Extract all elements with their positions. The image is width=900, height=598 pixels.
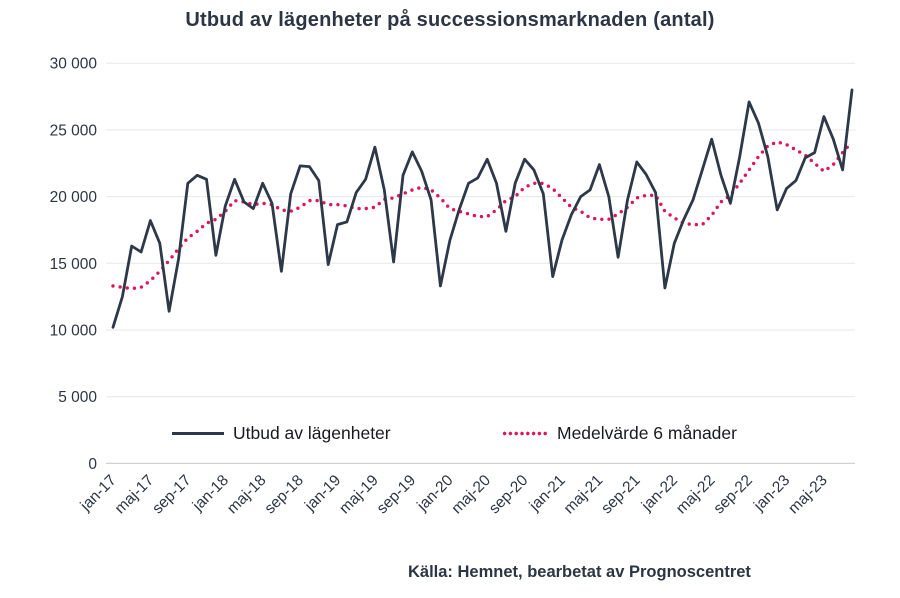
source-caption: Källa: Hemnet, bearbetat av Prognoscentr…: [408, 563, 751, 581]
x-axis-tick-label: maj-17: [112, 472, 158, 518]
x-axis-tick-label: jan-21: [526, 472, 569, 515]
x-axis-tick-label: sep-17: [149, 472, 195, 518]
y-axis-tick-label: 5 000: [58, 389, 97, 406]
x-axis-tick-label: sep-19: [374, 472, 420, 518]
y-axis-tick-label: 10 000: [50, 323, 98, 340]
x-axis-tick-label: maj-19: [336, 472, 382, 518]
x-axis-tick-label: jan-23: [750, 472, 793, 515]
x-axis-tick-label: jan-18: [189, 472, 232, 515]
legend-item-supply: Utbud av lägenheter: [172, 421, 391, 445]
x-axis-tick-label: sep-20: [486, 472, 532, 518]
x-axis-tick-label: sep-21: [598, 472, 644, 518]
x-axis-tick-label: maj-23: [785, 472, 831, 518]
y-axis-tick-label: 15 000: [50, 256, 98, 273]
x-axis-tick-label: jan-22: [638, 472, 681, 515]
utbud-line: [111, 88, 854, 329]
x-axis-labels: jan-17maj-17sep-17jan-18maj-18sep-18jan-…: [77, 472, 831, 518]
y-axis-tick-label: 25 000: [50, 122, 98, 139]
x-axis-tick-label: maj-21: [561, 472, 607, 518]
x-axis-tick-label: maj-18: [224, 472, 270, 518]
y-axis-tick-label: 30 000: [50, 56, 98, 73]
y-axis-tick-label: 0: [88, 456, 97, 473]
y-axis-labels: 30 000 25 000 20 000 15 000 10 000 5 000 0: [50, 56, 98, 473]
x-axis-tick-label: maj-22: [673, 472, 719, 518]
dotted-line-swatch: [502, 430, 548, 436]
gridlines: [106, 62, 855, 465]
solid-line-swatch: [172, 431, 224, 435]
y-axis-tick-label: 20 000: [50, 189, 98, 206]
legend-item-average: Medelvärde 6 månader: [502, 421, 737, 445]
x-axis-tick-label: maj-20: [448, 472, 494, 518]
x-axis-tick-label: sep-18: [261, 472, 307, 518]
legend-label-supply: Utbud av lägenheter: [233, 422, 391, 443]
chart-title: Utbud av lägenheter på successionsmarkna…: [185, 9, 715, 31]
medelvarde-dotted-line: [111, 140, 854, 291]
x-axis-tick-label: jan-17: [77, 472, 120, 515]
chart-legend: Utbud av lägenheter Medelvärde 6 månader: [0, 421, 900, 445]
legend-label-average: Medelvärde 6 månader: [557, 422, 737, 443]
x-axis-tick-label: jan-19: [301, 472, 344, 515]
x-axis-tick-label: sep-22: [710, 472, 756, 518]
